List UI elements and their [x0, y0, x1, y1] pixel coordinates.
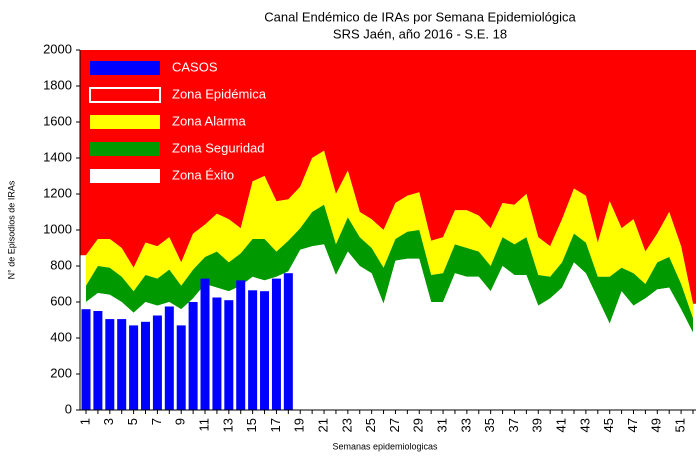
x-tick-label: 13	[220, 418, 235, 432]
bar	[117, 319, 127, 410]
x-tick-label: 35	[482, 418, 497, 432]
y-tick-label: 200	[50, 365, 72, 380]
x-tick-label: 45	[601, 418, 616, 432]
x-tick-label: 3	[101, 418, 116, 425]
legend-label: Zona Alarma	[172, 113, 246, 128]
x-tick-label: 9	[173, 418, 188, 425]
zone-area	[86, 150, 693, 319]
y-tick-label: 1400	[43, 149, 72, 164]
y-tick-label: 0	[65, 401, 72, 416]
bar	[200, 278, 210, 410]
bar	[176, 325, 186, 410]
x-tick-label: 21	[315, 418, 330, 432]
y-tick-label: 600	[50, 293, 72, 308]
y-axis-title: N° de Episodios de IRAs	[6, 180, 16, 279]
bar	[283, 273, 293, 410]
x-tick-label: 19	[292, 418, 307, 432]
bar	[141, 321, 151, 410]
y-tick-label: 1000	[43, 221, 72, 236]
x-tick-label: 41	[554, 418, 569, 432]
x-tick-label: 29	[411, 418, 426, 432]
chart-title: Canal Endémico de IRAs por Semana Epidem…	[264, 9, 576, 24]
bar	[152, 315, 162, 410]
x-tick-label: 37	[506, 418, 521, 432]
x-tick-label: 47	[625, 418, 640, 432]
epidemic-zone	[80, 50, 696, 304]
x-tick-label: 33	[458, 418, 473, 432]
bar	[164, 306, 174, 410]
x-tick-label: 23	[339, 418, 354, 432]
bar	[105, 319, 115, 410]
bar	[188, 302, 198, 410]
y-tick-label: 400	[50, 329, 72, 344]
x-tick-label: 27	[387, 418, 402, 432]
legend-swatch	[90, 61, 160, 75]
legend-label: Zona Epidémica	[172, 86, 267, 101]
y-tick-label: 1800	[43, 77, 72, 92]
x-tick-label: 49	[649, 418, 664, 432]
x-tick-label: 15	[244, 418, 259, 432]
y-tick-label: 2000	[43, 41, 72, 56]
bar	[129, 325, 139, 410]
bar	[81, 309, 91, 410]
bar	[212, 297, 222, 410]
x-tick-label: 51	[673, 418, 688, 432]
legend-swatch	[90, 142, 160, 156]
legend-swatch	[90, 169, 160, 183]
bar	[271, 278, 281, 410]
y-tick-label: 800	[50, 257, 72, 272]
x-tick-label: 39	[530, 418, 545, 432]
x-tick-label: 11	[196, 418, 211, 432]
x-tick-label: 1	[77, 418, 92, 425]
legend-swatch	[90, 115, 160, 129]
legend-label: CASOS	[172, 59, 218, 74]
x-axis-title: Semanas epidemiologicas	[332, 441, 438, 451]
y-tick-label: 1200	[43, 185, 72, 200]
bar	[224, 300, 234, 410]
x-tick-label: 31	[434, 418, 449, 432]
bar	[93, 311, 103, 410]
x-tick-label: 5	[125, 418, 140, 425]
legend-label: Zona Éxito	[172, 167, 234, 182]
bar	[248, 290, 258, 410]
legend-swatch	[89, 87, 161, 103]
legend-label: Zona Seguridad	[172, 140, 265, 155]
bar	[260, 291, 270, 410]
y-tick-label: 1600	[43, 113, 72, 128]
x-tick-label: 17	[268, 418, 283, 432]
chart-subtitle: SRS Jaén, año 2016 - S.E. 18	[333, 26, 507, 41]
x-tick-label: 43	[577, 418, 592, 432]
x-tick-label: 25	[363, 418, 378, 432]
bar	[236, 280, 246, 410]
x-tick-label: 7	[149, 418, 164, 425]
zone-area	[86, 204, 693, 333]
